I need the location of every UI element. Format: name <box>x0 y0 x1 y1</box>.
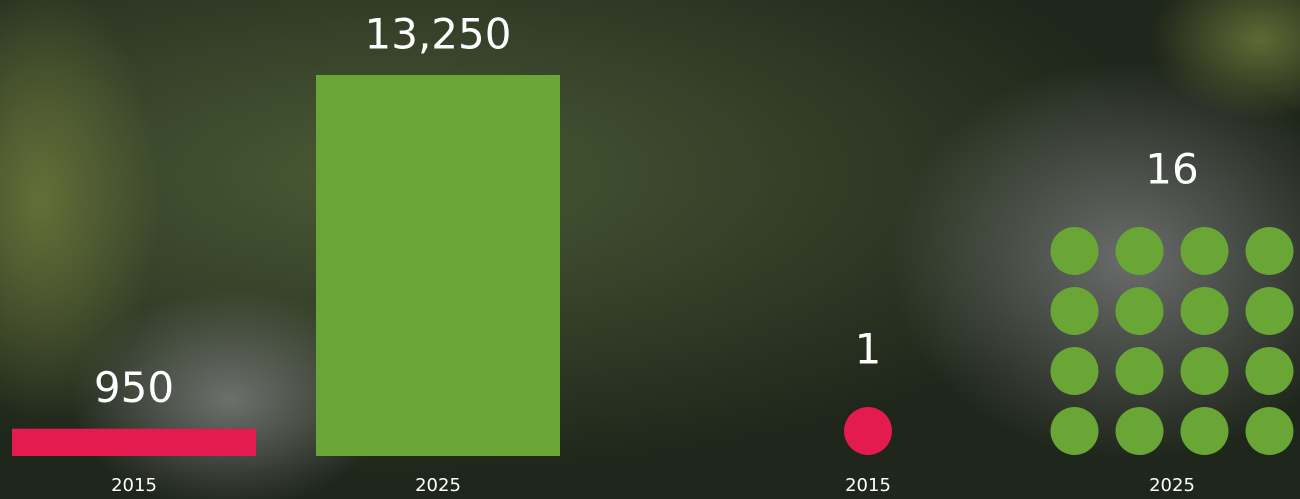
dot <box>1181 407 1229 455</box>
infographic: 950 2015 13,250 2025 1 2015 16 2025 <box>0 0 1300 499</box>
value-label: 13,250 <box>365 10 512 59</box>
value-label: 1 <box>855 325 882 374</box>
bar <box>12 429 256 456</box>
category-label: 2015 <box>111 475 157 496</box>
dot <box>1246 347 1294 395</box>
dot <box>1246 287 1294 335</box>
dot <box>1181 227 1229 275</box>
value-label: 950 <box>94 363 174 412</box>
dot <box>1116 407 1164 455</box>
dot <box>1246 227 1294 275</box>
dot <box>1246 407 1294 455</box>
dot <box>1051 287 1099 335</box>
dot <box>1051 407 1099 455</box>
page: 950201513,250202512015162025 (() => { co… <box>0 0 1300 499</box>
dot <box>1051 347 1099 395</box>
bar <box>316 75 560 456</box>
dot <box>1181 287 1229 335</box>
dot <box>1116 287 1164 335</box>
dot <box>1181 347 1229 395</box>
category-label: 2025 <box>415 475 461 496</box>
dot <box>1051 227 1099 275</box>
dot <box>1116 347 1164 395</box>
category-label: 2025 <box>1149 475 1195 496</box>
value-label: 16 <box>1145 145 1198 194</box>
dot <box>844 407 892 455</box>
dot <box>1116 227 1164 275</box>
category-label: 2015 <box>845 475 891 496</box>
